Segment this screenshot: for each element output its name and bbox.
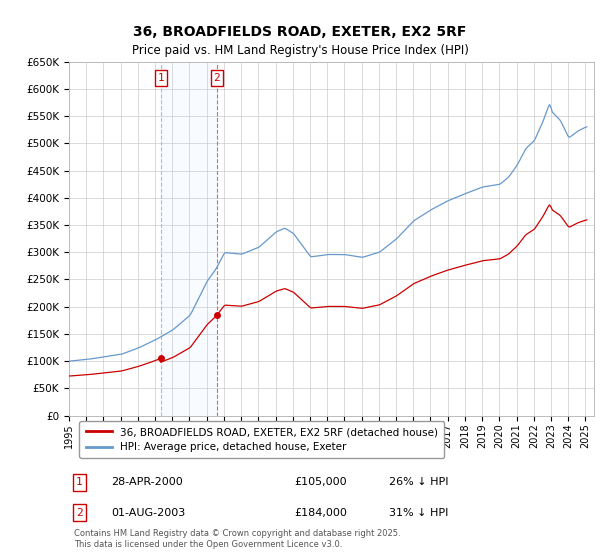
Text: £105,000: £105,000 xyxy=(295,477,347,487)
Text: 01-AUG-2003: 01-AUG-2003 xyxy=(111,508,185,518)
Text: 26% ↓ HPI: 26% ↓ HPI xyxy=(389,477,449,487)
Text: 2: 2 xyxy=(214,73,220,83)
Text: £184,000: £184,000 xyxy=(295,508,347,518)
Text: Contains HM Land Registry data © Crown copyright and database right 2025.
This d: Contains HM Land Registry data © Crown c… xyxy=(74,529,401,549)
Text: 2: 2 xyxy=(76,508,83,518)
Text: 36, BROADFIELDS ROAD, EXETER, EX2 5RF: 36, BROADFIELDS ROAD, EXETER, EX2 5RF xyxy=(133,25,467,39)
Text: Price paid vs. HM Land Registry's House Price Index (HPI): Price paid vs. HM Land Registry's House … xyxy=(131,44,469,57)
Text: 1: 1 xyxy=(76,477,83,487)
Text: 31% ↓ HPI: 31% ↓ HPI xyxy=(389,508,449,518)
Legend: 36, BROADFIELDS ROAD, EXETER, EX2 5RF (detached house), HPI: Average price, deta: 36, BROADFIELDS ROAD, EXETER, EX2 5RF (d… xyxy=(79,421,445,459)
Bar xyxy=(161,62,217,416)
Text: 28-APR-2000: 28-APR-2000 xyxy=(111,477,183,487)
Text: 1: 1 xyxy=(157,73,164,83)
